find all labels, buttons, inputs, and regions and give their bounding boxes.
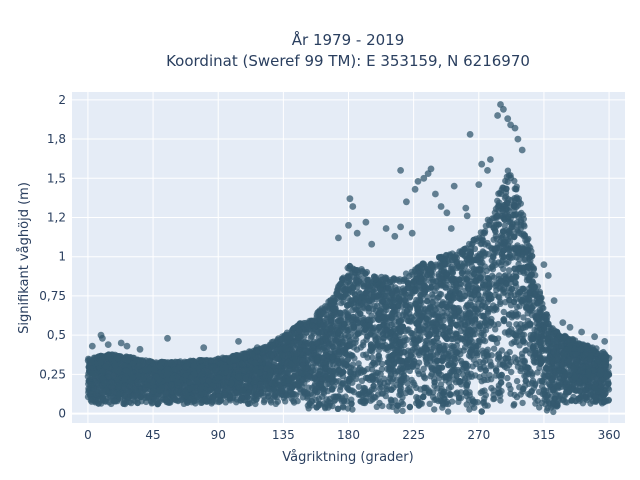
data-point (483, 267, 490, 274)
data-point (476, 234, 483, 241)
data-point (364, 354, 371, 361)
data-point (490, 302, 497, 309)
data-point (501, 288, 508, 296)
data-point (457, 389, 465, 396)
data-point (393, 407, 400, 414)
data-point (420, 365, 427, 372)
data-point (447, 391, 454, 398)
data-point (447, 383, 455, 391)
data-point (448, 344, 455, 352)
data-point (360, 339, 367, 346)
data-point (507, 390, 514, 397)
data-point (498, 347, 505, 354)
data-point (520, 314, 527, 321)
data-point (480, 229, 487, 236)
data-point (501, 194, 509, 202)
data-point (448, 398, 456, 405)
data-point (378, 366, 385, 373)
data-point (497, 190, 505, 198)
data-point (404, 380, 411, 387)
data-point (520, 337, 527, 345)
data-point (520, 215, 527, 223)
data-point (380, 375, 388, 382)
data-point (513, 377, 521, 385)
data-point (502, 177, 509, 185)
data-point (469, 343, 476, 350)
data-point (505, 321, 513, 328)
data-point (535, 388, 543, 396)
data-point (431, 406, 438, 413)
data-point (475, 325, 482, 332)
data-point (408, 376, 415, 384)
data-point (353, 346, 361, 353)
data-point (208, 400, 215, 407)
data-point (521, 255, 529, 262)
data-point (399, 407, 406, 415)
data-point (373, 403, 380, 410)
data-point (497, 397, 504, 404)
data-point (481, 376, 488, 384)
data-point (349, 307, 356, 314)
data-point (525, 390, 532, 398)
data-point (408, 268, 415, 276)
data-point (375, 347, 382, 354)
data-point (508, 368, 515, 376)
data-point (439, 309, 446, 316)
data-point (481, 322, 488, 329)
data-point (447, 299, 454, 306)
data-point (523, 239, 530, 246)
data-point (344, 405, 352, 412)
data-point (414, 367, 422, 375)
data-point (478, 329, 485, 337)
data-point (377, 370, 384, 378)
data-point (500, 308, 507, 316)
data-point (426, 400, 433, 407)
data-point (500, 265, 507, 273)
data-point (490, 236, 497, 243)
data-point (486, 372, 493, 379)
data-point (421, 375, 429, 382)
data-point (515, 195, 522, 202)
data-point (466, 406, 473, 413)
data-point (458, 357, 465, 365)
data-point (319, 346, 326, 353)
data-point (480, 372, 488, 379)
data-point (471, 404, 478, 411)
data-point (402, 270, 410, 277)
data-point (410, 330, 417, 338)
data-point (514, 228, 521, 235)
data-point (406, 388, 413, 395)
data-point (444, 408, 452, 415)
data-point (260, 398, 268, 406)
data-point (492, 283, 499, 290)
data-point (270, 394, 277, 401)
data-points (84, 101, 613, 416)
data-point (363, 290, 371, 297)
data-point (407, 301, 414, 309)
data-point (411, 381, 418, 388)
data-point (481, 395, 488, 402)
